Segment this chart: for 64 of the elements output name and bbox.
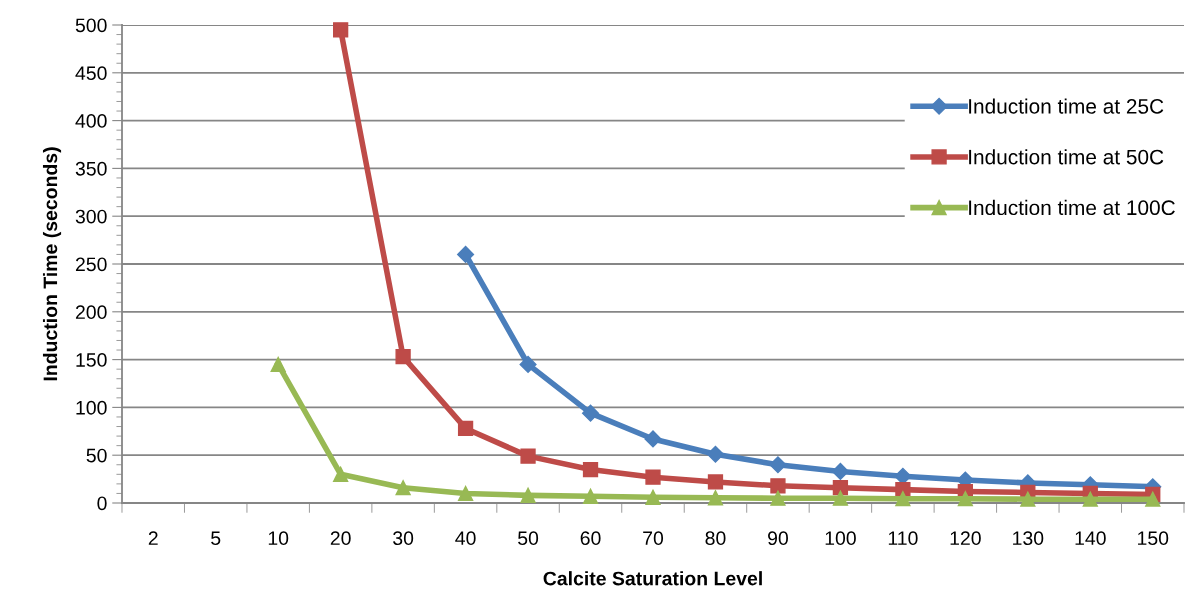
x-tick-label: 50 — [518, 531, 539, 546]
point — [457, 245, 475, 263]
x-tick-label: 2 — [148, 531, 158, 545]
y-tick-label: 100 — [76, 400, 107, 415]
x-tick-label: 70 — [643, 531, 664, 546]
point — [770, 478, 786, 494]
legend-label: Induction time at 50C — [969, 149, 1164, 165]
x-tick-label: 150 — [1138, 531, 1169, 546]
y-tick-label: 250 — [75, 257, 107, 272]
x-tick-label: 100 — [825, 531, 856, 546]
x-axis-title: Calcite Saturation Level — [543, 571, 762, 586]
x-tick-label: 130 — [1013, 531, 1044, 546]
y-tick-label: 350 — [75, 161, 107, 176]
point — [582, 488, 599, 504]
x-tick-label: 20 — [330, 531, 351, 546]
point — [645, 489, 661, 505]
x-tick-label: 40 — [455, 531, 476, 546]
point — [832, 490, 849, 506]
point — [520, 448, 536, 464]
y-tick-label: 0 — [97, 496, 107, 511]
y-axis-title: Induction Time (seconds) — [42, 147, 62, 381]
point — [1145, 491, 1161, 507]
y-tick-label: 450 — [75, 66, 107, 81]
y-tick-label: 300 — [75, 209, 107, 224]
x-tick-label: 110 — [888, 531, 918, 546]
y-tick-label: 50 — [86, 448, 107, 463]
point — [832, 480, 849, 496]
point — [457, 420, 474, 437]
point — [957, 491, 973, 507]
x-tick-label: 90 — [768, 531, 788, 546]
point — [1082, 491, 1098, 507]
x-tick-label: 120 — [950, 531, 981, 546]
x-tick-label: 10 — [268, 531, 289, 546]
x-tick-label: 30 — [393, 531, 414, 546]
point — [581, 404, 600, 422]
point — [520, 487, 536, 503]
y-tick-label: 150 — [76, 353, 107, 367]
point — [519, 355, 537, 373]
y-tick-label: 500 — [75, 18, 107, 33]
y-tick-label: 400 — [75, 114, 107, 128]
point — [769, 456, 787, 474]
point — [270, 356, 286, 373]
point — [770, 490, 786, 506]
point — [395, 349, 411, 365]
point — [333, 22, 349, 38]
x-tick-label: 5 — [211, 531, 221, 546]
x-tick-label: 60 — [580, 531, 601, 546]
point — [1020, 491, 1036, 507]
point — [582, 461, 599, 478]
point — [644, 430, 662, 448]
point — [707, 474, 724, 490]
point — [895, 491, 911, 507]
point — [706, 445, 725, 463]
point — [645, 469, 661, 485]
x-tick-label: 80 — [705, 531, 726, 546]
point — [457, 485, 474, 502]
point — [831, 462, 849, 481]
point — [395, 480, 411, 496]
legend-label: Induction time at 100C — [969, 199, 1175, 216]
point — [707, 490, 724, 506]
legend-label: Induction time at 25C — [969, 98, 1164, 114]
y-tick-label: 200 — [75, 305, 107, 320]
x-tick-label: 140 — [1075, 531, 1106, 546]
point — [333, 466, 349, 482]
